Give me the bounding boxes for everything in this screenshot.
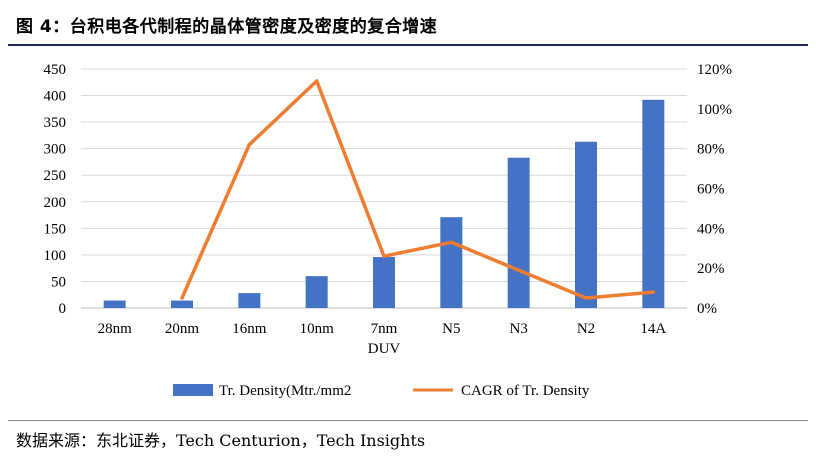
- left-tick-label: 150: [44, 221, 67, 237]
- title-rule: [8, 44, 808, 46]
- right-tick-label: 100%: [697, 102, 732, 118]
- legend: Tr. Density(Mtr./mm2 CAGR of Tr. Density: [173, 383, 590, 399]
- x-tick-label: N2: [577, 321, 595, 337]
- left-tick-label: 200: [44, 195, 67, 211]
- left-axis-ticks: 0 50 100 150 200 250 300 350 400 450: [44, 62, 67, 317]
- density-bar: [440, 217, 463, 308]
- right-axis-ticks: 0% 20% 40% 60% 80% 100% 120%: [697, 62, 732, 317]
- left-tick-label: 0: [59, 301, 67, 317]
- left-tick-label: 100: [44, 248, 67, 264]
- density-bar: [103, 300, 126, 308]
- x-tick-label: N5: [442, 321, 460, 337]
- x-tick-label: N3: [509, 321, 527, 337]
- left-tick-label: 50: [51, 274, 66, 290]
- right-tick-label: 0%: [697, 301, 717, 317]
- density-bar: [373, 257, 395, 308]
- left-tick-label: 400: [44, 89, 67, 105]
- x-tick-label: 28nm: [98, 321, 133, 337]
- right-tick-label: 120%: [697, 62, 732, 78]
- x-tick-label: 14A: [640, 321, 666, 337]
- density-bar: [171, 300, 193, 308]
- left-tick-label: 300: [44, 142, 67, 158]
- left-tick-label: 250: [44, 168, 67, 184]
- figure-title: 图 4：台积电各代制程的晶体管密度及密度的复合增速: [16, 17, 438, 37]
- legend-line-label: CAGR of Tr. Density: [461, 383, 590, 399]
- left-tick-label: 450: [44, 62, 67, 78]
- x-tick-label: 7nm: [371, 321, 398, 337]
- density-bar: [507, 157, 530, 308]
- x-axis-ticks: 28nm 20nm 16nm 10nm 7nm DUV N5 N3 N2 14A: [98, 321, 667, 357]
- density-bar: [642, 99, 665, 308]
- source-note: 数据来源：东北证券，Tech Centurion，Tech Insights: [16, 431, 426, 450]
- right-tick-label: 20%: [697, 261, 725, 277]
- density-bars: [103, 99, 665, 308]
- density-bar: [575, 141, 597, 308]
- right-tick-label: 60%: [697, 182, 725, 198]
- x-tick-label: 10nm: [300, 321, 335, 337]
- legend-bar-swatch: [173, 384, 213, 396]
- source-rule: [8, 420, 808, 421]
- right-tick-label: 40%: [697, 221, 725, 237]
- left-tick-label: 350: [44, 115, 67, 131]
- x-tick-label: 16nm: [232, 321, 267, 337]
- density-bar: [305, 276, 328, 308]
- x-tick-label: DUV: [368, 341, 401, 357]
- right-tick-label: 80%: [697, 142, 725, 158]
- x-tick-label: 20nm: [165, 321, 200, 337]
- cagr-line-group: [180, 79, 656, 300]
- cagr-line: [180, 79, 656, 300]
- legend-bar-label: Tr. Density(Mtr./mm2: [219, 383, 351, 399]
- density-bar: [238, 293, 261, 308]
